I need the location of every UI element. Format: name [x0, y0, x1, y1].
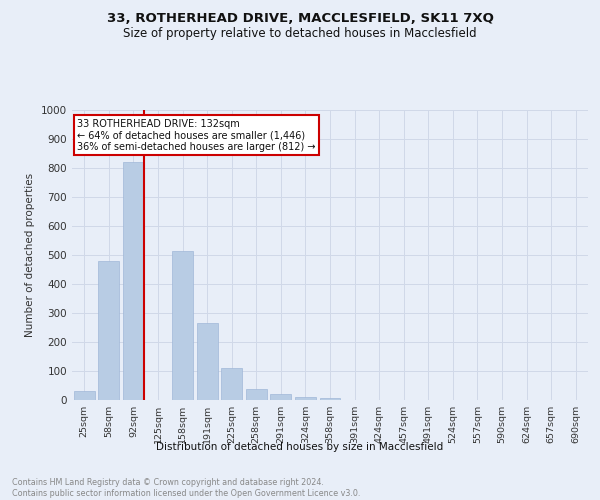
- Bar: [172, 250, 193, 400]
- Text: Size of property relative to detached houses in Macclesfield: Size of property relative to detached ho…: [123, 28, 477, 40]
- Y-axis label: Number of detached properties: Number of detached properties: [25, 173, 35, 337]
- Bar: [123, 162, 144, 400]
- Bar: [221, 368, 242, 400]
- Bar: [320, 398, 340, 400]
- Bar: [271, 394, 292, 400]
- Bar: [295, 397, 316, 400]
- Bar: [98, 261, 119, 400]
- Bar: [74, 392, 95, 400]
- Text: 33, ROTHERHEAD DRIVE, MACCLESFIELD, SK11 7XQ: 33, ROTHERHEAD DRIVE, MACCLESFIELD, SK11…: [107, 12, 493, 26]
- Text: Distribution of detached houses by size in Macclesfield: Distribution of detached houses by size …: [157, 442, 443, 452]
- Text: Contains HM Land Registry data © Crown copyright and database right 2024.
Contai: Contains HM Land Registry data © Crown c…: [12, 478, 361, 498]
- Text: 33 ROTHERHEAD DRIVE: 132sqm
← 64% of detached houses are smaller (1,446)
36% of : 33 ROTHERHEAD DRIVE: 132sqm ← 64% of det…: [77, 118, 316, 152]
- Bar: [246, 390, 267, 400]
- Bar: [197, 323, 218, 400]
